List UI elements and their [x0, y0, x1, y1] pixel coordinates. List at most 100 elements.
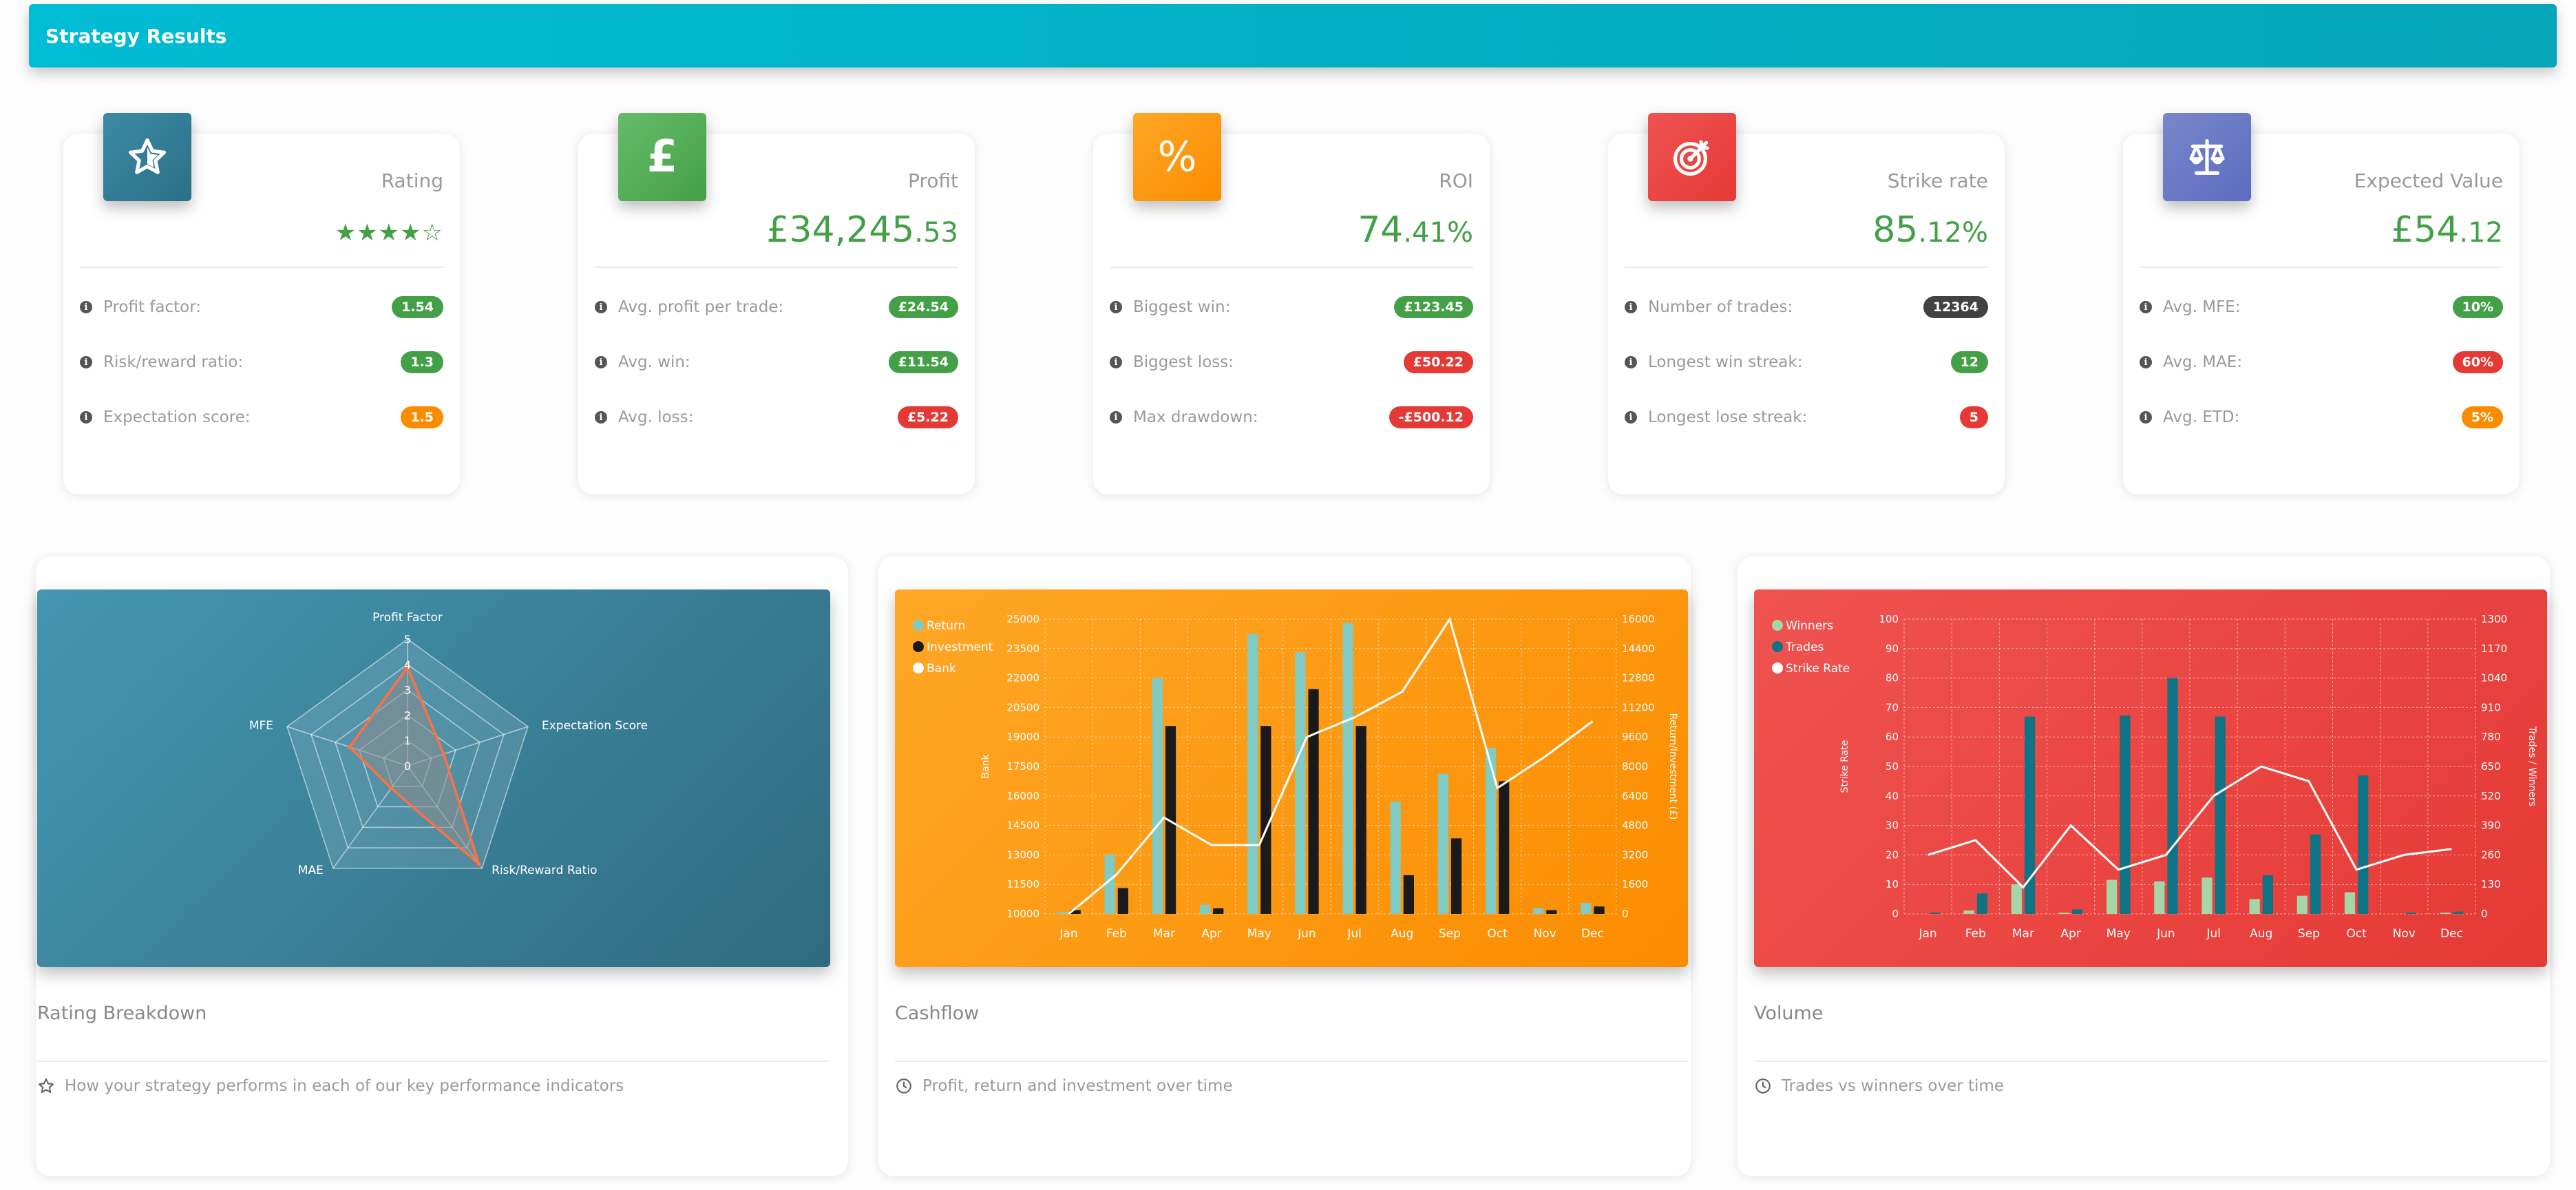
stat-row-label: Biggest win:: [1133, 298, 1231, 316]
bar-return: [1485, 748, 1497, 914]
radar-tick-label: 0: [404, 760, 411, 773]
stat-badge: 1.3: [401, 351, 443, 373]
expected-value-card: Expected Value £54.12 i Avg. MFE: 10% i Av…: [2123, 113, 2520, 494]
bar-trades: [1929, 912, 1940, 914]
y2-tick-label: 1300: [2481, 613, 2507, 625]
rating-stars: ★★★★☆: [335, 219, 443, 247]
divider: [37, 1061, 830, 1062]
stat-badge: 5%: [2461, 406, 2503, 428]
divider: [80, 267, 443, 268]
info-icon[interactable]: i: [1110, 356, 1122, 368]
y-tick-label: 17500: [1006, 760, 1039, 773]
info-icon[interactable]: i: [595, 411, 607, 424]
bar-return: [1057, 912, 1068, 914]
bar-return: [1533, 908, 1544, 914]
chart-title: Volume: [1754, 1003, 1824, 1024]
bar-investment: [1117, 888, 1128, 914]
radar-axis-label: Profit Factor: [372, 611, 443, 625]
radar-point: [441, 751, 446, 756]
bar-investment: [1308, 689, 1319, 914]
divider: [1754, 1061, 2547, 1062]
chart-footer-text: Profit, return and investment over time: [922, 1077, 1233, 1095]
stat-badge: -£500.12: [1389, 406, 1473, 428]
info-icon[interactable]: i: [595, 301, 607, 313]
star-outline-icon: [38, 1078, 54, 1094]
cashflow-chart: 10000 11500 13000 14500 16000 17500 19000 20500…: [895, 589, 1688, 967]
legend-label: Trades: [1785, 640, 1824, 654]
info-icon[interactable]: i: [1625, 411, 1637, 424]
chart-footer: How your strategy performs in each of ou…: [37, 1077, 624, 1095]
bar-return: [1581, 902, 1592, 914]
x-tick-label: Jan: [1059, 927, 1077, 941]
y-tick-label: 50: [1886, 760, 1899, 773]
radar-tick-label: 3: [404, 684, 411, 697]
stat-row-label: Avg. MFE:: [2163, 298, 2241, 316]
stat-label: Profit: [907, 169, 958, 192]
info-icon[interactable]: i: [1110, 301, 1122, 313]
x-tick-label: Jul: [1347, 927, 1362, 941]
info-icon[interactable]: i: [1625, 356, 1637, 368]
radar-axis-label: MFE: [249, 719, 273, 733]
chart-footer: Profit, return and investment over time: [895, 1077, 1233, 1095]
y-tick-label: 16000: [1006, 790, 1039, 802]
radar-tick-label: 2: [404, 709, 411, 722]
stat-row-label: Longest lose streak:: [1648, 408, 1808, 426]
x-tick-label: Sep: [1439, 927, 1461, 941]
bar-trades: [2120, 715, 2131, 914]
bar-winners: [2202, 877, 2213, 914]
info-icon[interactable]: i: [2140, 301, 2152, 313]
y2-tick-label: 12800: [1622, 672, 1655, 685]
info-icon[interactable]: i: [1110, 411, 1122, 424]
bar-investment: [1355, 726, 1366, 914]
bar-trades: [1976, 893, 1987, 914]
x-tick-label: May: [1247, 927, 1271, 941]
chart-footer: Trades vs winners over time: [1754, 1077, 2004, 1095]
volume-chart: 0 10 20 30 40 50 60 70 80 90 100 0 130 260 390 520 650 78…: [1754, 589, 2547, 967]
bar-trades: [2215, 716, 2226, 914]
bar-return: [1199, 904, 1211, 914]
bar-winners: [2011, 884, 2022, 914]
y-tick-label: 30: [1886, 820, 1899, 832]
stat-value: 85.12%: [1872, 209, 1988, 251]
chart-title: Cashflow: [895, 1003, 980, 1024]
info-icon[interactable]: i: [2140, 411, 2152, 424]
bar-investment: [1499, 781, 1510, 914]
stat-row: i Avg. win: £11.54: [595, 347, 958, 377]
bar-winners: [2440, 912, 2451, 914]
info-icon[interactable]: i: [2140, 356, 2152, 368]
info-icon[interactable]: i: [80, 356, 92, 368]
stat-row-label: Max drawdown:: [1133, 408, 1258, 426]
x-tick-label: Mar: [2012, 927, 2034, 941]
info-icon[interactable]: i: [80, 411, 92, 424]
bar-return: [1295, 652, 1306, 914]
stat-row: i Biggest win: £123.45: [1110, 292, 1473, 322]
y-axis-label: Strike Rate: [1839, 740, 1850, 793]
x-tick-label: Nov: [2393, 927, 2416, 941]
x-tick-label: Mar: [1153, 927, 1175, 941]
stat-badge: 60%: [2452, 351, 2503, 373]
x-tick-label: Apr: [2060, 927, 2080, 941]
bar-investment: [1213, 908, 1224, 914]
info-icon[interactable]: i: [80, 301, 92, 313]
divider: [1625, 267, 1988, 268]
y-tick-label: 19000: [1006, 731, 1039, 743]
info-icon[interactable]: i: [1625, 301, 1637, 313]
info-icon[interactable]: i: [595, 356, 607, 368]
x-tick-label: Oct: [1487, 927, 1508, 941]
y-axis-label: Bank: [980, 754, 991, 779]
x-tick-label: Feb: [1106, 927, 1127, 941]
y2-tick-label: 390: [2481, 820, 2501, 832]
stat-badge: £123.45: [1394, 296, 1473, 318]
legend-label: Return: [927, 619, 965, 633]
bar-return: [1152, 678, 1163, 914]
y2-axis-label: Trades / Winners: [2526, 726, 2537, 806]
profit-card: £ Profit £34,245.53 i Avg. profit per tra…: [578, 113, 975, 494]
header-bar: Strategy Results: [29, 4, 2557, 67]
strike-rate-card: Strike rate 85.12% i Number of trades: 12…: [1608, 113, 2005, 494]
radar-point: [389, 786, 394, 791]
y-tick-label: 10000: [1006, 908, 1039, 920]
target-icon: [1648, 113, 1736, 201]
stat-badge: £5.22: [897, 406, 958, 428]
x-tick-label: Dec: [1581, 927, 1604, 941]
y2-tick-label: 1040: [2481, 672, 2507, 685]
